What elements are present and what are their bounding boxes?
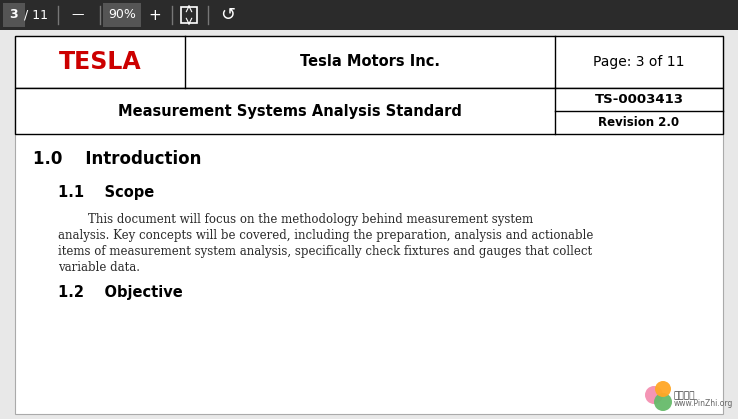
Bar [15,88,723,134]
Text: 1.1    Scope: 1.1 Scope [58,185,154,200]
Text: Revision 2.0: Revision 2.0 [599,116,680,129]
Text: Measurement Systems Analysis Standard: Measurement Systems Analysis Standard [118,103,462,119]
Bar [181,7,197,23]
Text: Page: 3 of 11: Page: 3 of 11 [593,55,685,69]
Text: 3: 3 [10,8,18,21]
Bar [15,36,723,88]
Circle shape [654,393,672,411]
Text: 品质协会: 品质协会 [674,391,695,400]
Text: variable data.: variable data. [58,261,140,274]
Text: 1.0    Introduction: 1.0 Introduction [33,150,201,168]
Text: 90%: 90% [108,8,136,21]
Text: ↺: ↺ [221,6,235,24]
Bar [103,3,141,27]
Text: items of measurement system analysis, specifically check fixtures and gauges tha: items of measurement system analysis, sp… [58,245,592,258]
Bar [3,3,25,27]
Text: —: — [72,8,84,21]
Bar [0,0,738,30]
Text: 1.2    Objective: 1.2 Objective [58,285,183,300]
Text: TS-0003413: TS-0003413 [595,93,683,106]
Text: Tesla Motors Inc.: Tesla Motors Inc. [300,54,440,70]
Text: TESLA: TESLA [59,50,141,74]
Text: analysis. Key concepts will be covered, including the preparation, analysis and : analysis. Key concepts will be covered, … [58,229,593,242]
Circle shape [655,381,671,397]
Text: This document will focus on the methodology behind measurement system: This document will focus on the methodol… [58,213,533,226]
Text: / 11: / 11 [24,8,48,21]
Text: www.PinZhi.org: www.PinZhi.org [674,399,734,408]
Circle shape [645,386,663,404]
Text: +: + [148,8,162,23]
